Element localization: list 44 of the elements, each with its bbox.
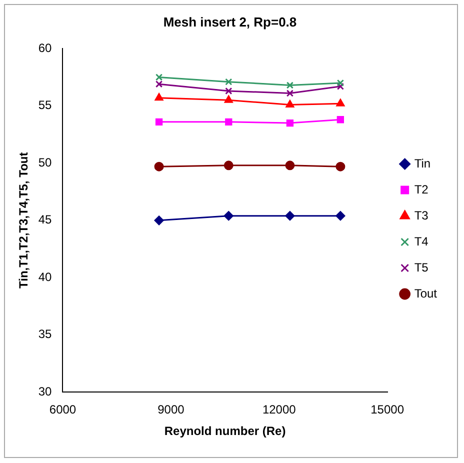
point	[336, 98, 345, 106]
y-tick-label: 60	[38, 40, 52, 55]
point	[336, 211, 346, 221]
point	[286, 90, 294, 97]
point	[336, 79, 344, 87]
y-tick-label: 50	[38, 155, 52, 170]
y-tick-label: 45	[38, 212, 52, 227]
x-tick-label: 15000	[370, 402, 404, 417]
point	[286, 119, 294, 127]
point	[224, 160, 234, 170]
legend-label: T5	[414, 260, 429, 274]
y-tick-label: 40	[38, 270, 52, 284]
point	[224, 211, 234, 221]
legend-label: T2	[414, 182, 429, 196]
x-tick-label: 9000	[158, 402, 185, 417]
point	[286, 82, 294, 89]
point	[336, 116, 344, 124]
point	[155, 80, 163, 88]
point	[336, 82, 344, 90]
x-tick-label: 6000	[49, 402, 76, 417]
point	[285, 211, 295, 221]
point	[225, 118, 232, 126]
x-tick-label: 12000	[262, 402, 296, 417]
point	[155, 74, 163, 81]
point	[225, 87, 232, 95]
point	[154, 216, 164, 226]
legend-label: T3	[414, 208, 429, 222]
point	[225, 78, 232, 86]
point	[285, 160, 295, 170]
legend-label: Tout	[414, 286, 438, 300]
y-tick-label: 30	[38, 384, 52, 399]
point	[154, 93, 164, 101]
y-tick-label: 35	[38, 327, 52, 342]
x-axis-title: Reynold number (Re)	[164, 424, 286, 438]
chart-title: Mesh insert 2, Rp=0.8	[163, 14, 297, 30]
legend-label: T4	[414, 234, 429, 248]
point	[286, 100, 294, 108]
y-axis-title: Tin,T1,T2,T3,T4,T5, Tout	[16, 152, 31, 289]
y-tick-label: 55	[38, 98, 52, 112]
point	[224, 95, 233, 103]
point	[336, 162, 346, 172]
legend-label: Tin	[414, 156, 431, 170]
point	[155, 118, 163, 126]
point	[154, 162, 164, 172]
